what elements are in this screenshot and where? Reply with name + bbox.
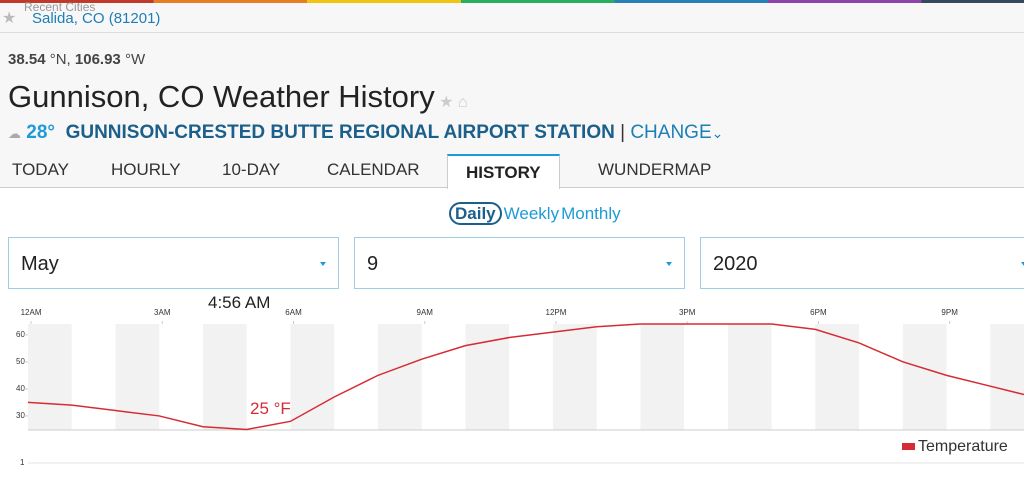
x-tick-label: 6PM [810, 308, 827, 317]
recent-label: Recent Cities [24, 0, 96, 14]
x-tick-label: 6AM [285, 308, 302, 317]
fav-icons[interactable]: ★ ⌂ [434, 94, 468, 111]
star-icon[interactable]: ★ [2, 10, 17, 27]
night-stripe [902, 324, 947, 430]
period-option[interactable]: Weekly [503, 204, 560, 223]
lat-unit: °N, [49, 51, 71, 68]
y-tick-label: 1 [20, 458, 25, 467]
period-option[interactable]: Monthly [561, 204, 621, 223]
tab[interactable]: WUNDERMAP [598, 160, 712, 179]
x-tick-label: 9PM [941, 308, 958, 317]
period-option[interactable]: Daily [449, 202, 502, 225]
recent-city[interactable]: Salida, CO (81201) [32, 10, 161, 27]
night-stripe [115, 324, 160, 430]
night-stripe [640, 324, 685, 430]
night-stripe [465, 324, 510, 430]
coordinates: 38.54 °N, 106.93 °W [8, 51, 145, 68]
date-select[interactable]: 9 [354, 237, 685, 289]
y-tick-label: 50 [16, 357, 25, 366]
night-stripe [552, 324, 597, 430]
x-tick-label: 9AM [417, 308, 434, 317]
date-select[interactable]: 2020 [700, 237, 1024, 289]
current-temp: 28° [26, 122, 56, 143]
longitude: 106.93 [74, 51, 121, 68]
tooltip-time: 4:56 AM [205, 293, 274, 313]
date-select[interactable]: May [8, 237, 339, 289]
change-link[interactable]: CHANGE [630, 122, 712, 143]
tab[interactable]: HOURLY [111, 160, 181, 179]
lon-unit: °W [124, 51, 146, 68]
y-tick-label: 30 [16, 411, 25, 420]
x-tick-label: 3PM [679, 308, 696, 317]
color-stripe [0, 0, 1024, 3]
plot: 30 40 50 60 12AM 3AM 6AM 9AM 12PM 3PM 6PM 9PM Temper… [16, 308, 1024, 467]
night-stripe [28, 324, 72, 430]
night-stripe [727, 324, 772, 430]
legend-swatch [902, 443, 915, 450]
x-tick-label: 3AM [154, 308, 171, 317]
period-toggle: Daily Weekly Monthly [449, 202, 623, 225]
x-tick-label: 12PM [546, 308, 567, 317]
tab[interactable]: 10-DAY [222, 160, 281, 179]
tab[interactable]: HISTORY [447, 154, 560, 189]
night-stripe [202, 324, 247, 430]
cloud-icon: ☁ [8, 126, 21, 141]
separator: | [620, 122, 626, 143]
line-series [27, 323, 1024, 431]
y-tick-label: 40 [16, 384, 25, 393]
tooltip-value: 25 °F [250, 399, 291, 418]
night-stripe [290, 324, 335, 430]
chart: 30 40 50 60 12AM 3AM 6AM 9AM 12PM 3PM 6PM 9PM Temper… [16, 308, 1024, 467]
tab[interactable]: TODAY [12, 160, 69, 179]
chevron: ⌄ [711, 125, 724, 141]
tab[interactable]: CALENDAR [327, 160, 420, 179]
night-stripe [377, 324, 422, 430]
station-name: GUNNISON-CRESTED BUTTE REGIONAL AIRPORT … [65, 122, 615, 143]
x-tick-label: 12AM [21, 308, 42, 317]
night-stripe [815, 324, 860, 430]
night-stripe [990, 324, 1024, 430]
y-tick-label: 60 [16, 330, 25, 339]
page-title: Gunnison, CO Weather History ★ ⌂ [8, 79, 468, 115]
latitude: 38.54 [8, 51, 46, 68]
recent-bar: Recent Cities ★ Salida, CO (81201) [0, 0, 1024, 33]
title-text: Gunnison, CO Weather History [8, 79, 435, 114]
legend-label: Temperature [918, 438, 1008, 455]
station-line: ☁ 28° GUNNISON-CRESTED BUTTE REGIONAL AI… [8, 122, 723, 144]
